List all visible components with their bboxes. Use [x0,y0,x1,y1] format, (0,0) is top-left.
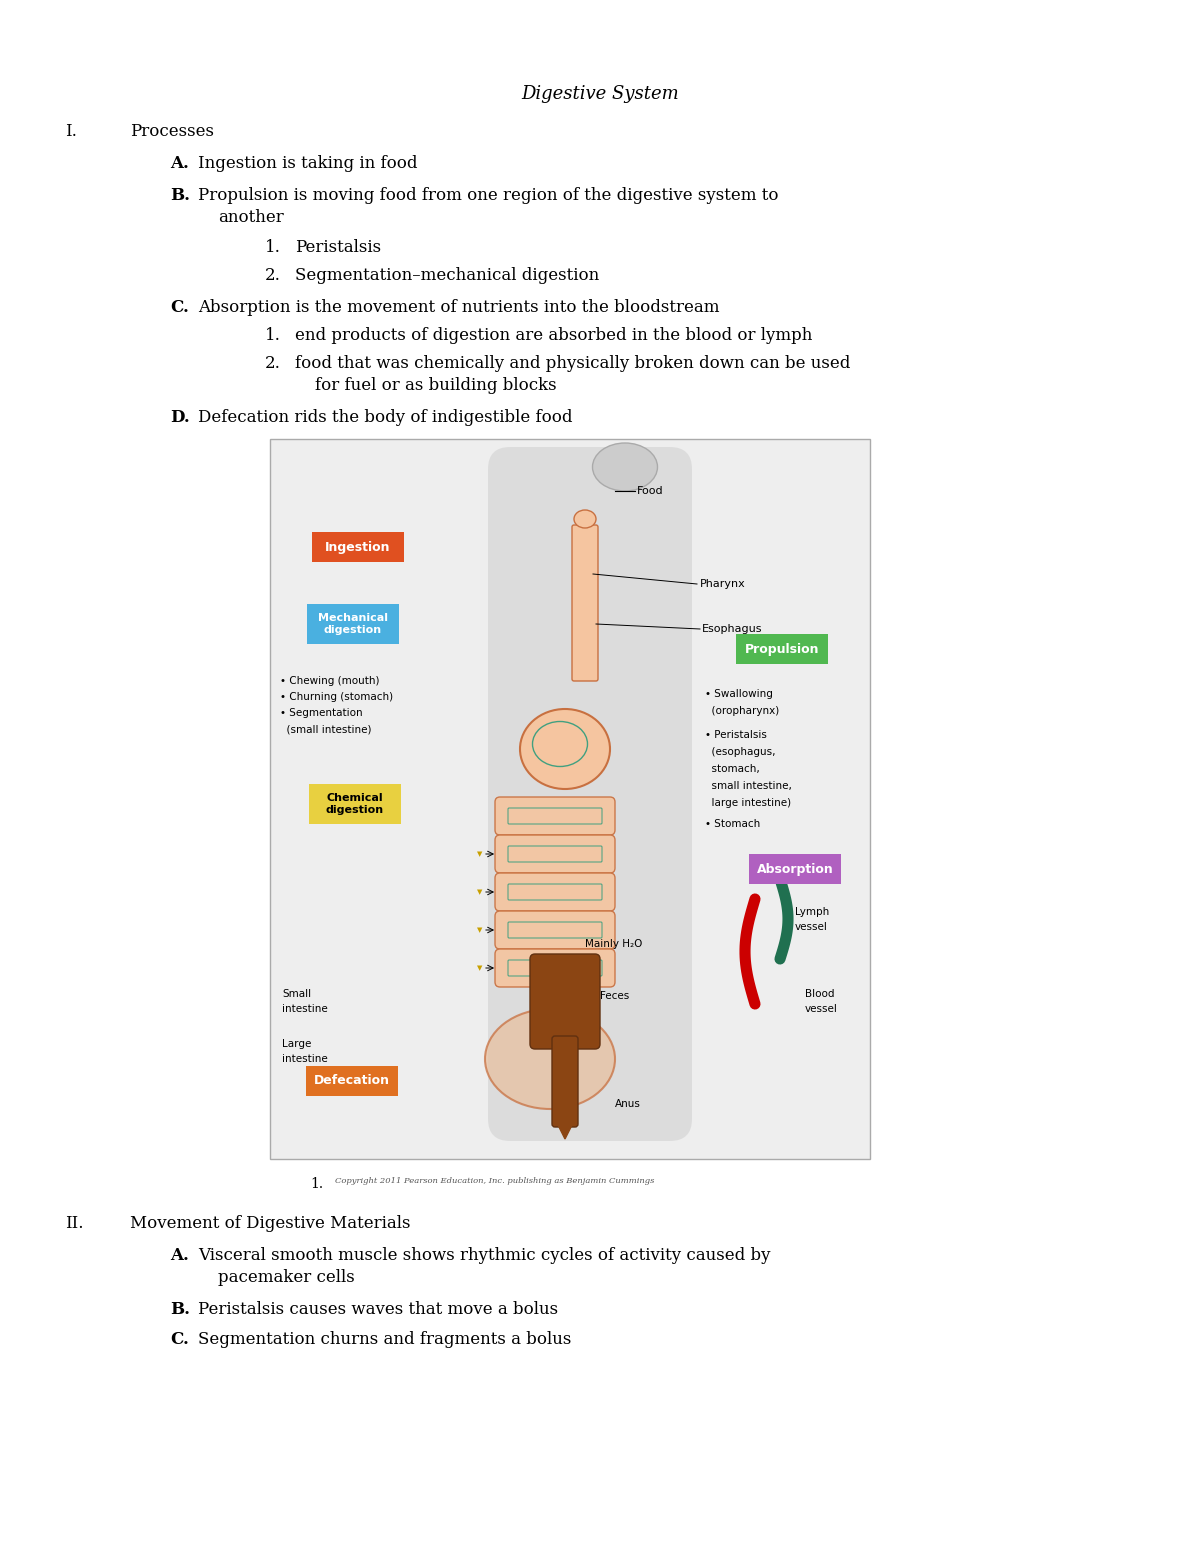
Text: Small: Small [282,989,311,999]
Text: Lymph: Lymph [796,907,829,916]
FancyBboxPatch shape [736,634,828,665]
Ellipse shape [485,1009,616,1109]
Text: ▼: ▼ [478,964,482,971]
FancyBboxPatch shape [312,533,404,562]
Text: Segmentation churns and fragments a bolus: Segmentation churns and fragments a bolu… [198,1331,571,1348]
Text: B.: B. [170,186,190,203]
Text: Absorption is the movement of nutrients into the bloodstream: Absorption is the movement of nutrients … [198,300,720,315]
FancyBboxPatch shape [307,604,398,644]
Text: 2.: 2. [265,356,281,373]
Text: vessel: vessel [805,1003,838,1014]
Text: Esophagus: Esophagus [702,624,762,634]
Text: pacemaker cells: pacemaker cells [218,1269,355,1286]
Text: Mainly H₂O: Mainly H₂O [586,940,642,949]
Text: Visceral smooth muscle shows rhythmic cycles of activity caused by: Visceral smooth muscle shows rhythmic cy… [198,1247,770,1264]
Ellipse shape [574,509,596,528]
Text: large intestine): large intestine) [706,798,791,808]
Text: Peristalsis causes waves that move a bolus: Peristalsis causes waves that move a bol… [198,1301,558,1318]
Text: Propulsion: Propulsion [745,643,820,655]
Text: • Stomach: • Stomach [706,818,761,829]
Text: 1.: 1. [265,239,281,256]
Text: Large: Large [282,1039,311,1048]
Text: A.: A. [170,155,188,172]
Text: Chemical
digestion: Chemical digestion [326,794,384,815]
Text: • Swallowing: • Swallowing [706,690,773,699]
Text: (esophagus,: (esophagus, [706,747,775,756]
Text: Food: Food [637,486,664,495]
Text: Ingestion is taking in food: Ingestion is taking in food [198,155,418,172]
Text: I.: I. [65,123,77,140]
FancyBboxPatch shape [496,836,616,873]
FancyBboxPatch shape [496,873,616,912]
Text: • Chewing (mouth): • Chewing (mouth) [280,676,379,686]
Text: Pharynx: Pharynx [700,579,745,589]
Text: Processes: Processes [130,123,214,140]
FancyBboxPatch shape [306,1065,398,1096]
Polygon shape [554,1120,575,1138]
Ellipse shape [593,443,658,491]
FancyBboxPatch shape [749,854,841,884]
Text: 1.: 1. [265,328,281,345]
Text: (oropharynx): (oropharynx) [706,707,779,716]
Text: ▼: ▼ [478,927,482,933]
Text: Propulsion is moving food from one region of the digestive system to: Propulsion is moving food from one regio… [198,186,779,203]
FancyBboxPatch shape [270,439,870,1159]
FancyBboxPatch shape [530,954,600,1048]
Text: Segmentation–mechanical digestion: Segmentation–mechanical digestion [295,267,599,284]
Text: 2.: 2. [265,267,281,284]
Text: end products of digestion are absorbed in the blood or lymph: end products of digestion are absorbed i… [295,328,812,345]
FancyBboxPatch shape [572,525,598,682]
Text: intestine: intestine [282,1003,328,1014]
Text: Digestive System: Digestive System [521,85,679,102]
FancyBboxPatch shape [488,447,692,1141]
Text: D.: D. [170,408,190,426]
Text: ▼: ▼ [478,851,482,857]
Text: Feces: Feces [600,991,629,1002]
Text: food that was chemically and physically broken down can be used: food that was chemically and physically … [295,356,851,373]
Text: (small intestine): (small intestine) [280,724,372,735]
FancyBboxPatch shape [496,949,616,988]
Text: C.: C. [170,300,188,315]
FancyBboxPatch shape [496,797,616,836]
Text: ▼: ▼ [478,888,482,895]
Text: • Peristalsis: • Peristalsis [706,730,767,739]
Text: II.: II. [65,1214,84,1232]
Text: Copyright 2011 Pearson Education, Inc. publishing as Benjamin Cummings: Copyright 2011 Pearson Education, Inc. p… [335,1177,654,1185]
Text: • Segmentation: • Segmentation [280,708,362,717]
Text: another: another [218,210,283,227]
Text: 1.: 1. [310,1177,323,1191]
Text: • Churning (stomach): • Churning (stomach) [280,693,394,702]
Ellipse shape [520,710,610,789]
Text: Mechanical
digestion: Mechanical digestion [318,613,388,635]
Text: Peristalsis: Peristalsis [295,239,382,256]
Text: Anus: Anus [616,1100,641,1109]
FancyBboxPatch shape [552,1036,578,1127]
Text: stomach,: stomach, [706,764,760,773]
Text: for fuel or as building blocks: for fuel or as building blocks [314,377,557,394]
Text: vessel: vessel [796,922,828,932]
FancyBboxPatch shape [496,912,616,949]
FancyBboxPatch shape [310,784,401,825]
Text: Ingestion: Ingestion [325,540,391,553]
Text: Absorption: Absorption [757,862,833,876]
Text: Blood: Blood [805,989,834,999]
Text: intestine: intestine [282,1054,328,1064]
Text: Defecation: Defecation [314,1075,390,1087]
Text: A.: A. [170,1247,188,1264]
Text: Defecation rids the body of indigestible food: Defecation rids the body of indigestible… [198,408,572,426]
Text: B.: B. [170,1301,190,1318]
Text: small intestine,: small intestine, [706,781,792,790]
Text: C.: C. [170,1331,188,1348]
Text: Movement of Digestive Materials: Movement of Digestive Materials [130,1214,410,1232]
